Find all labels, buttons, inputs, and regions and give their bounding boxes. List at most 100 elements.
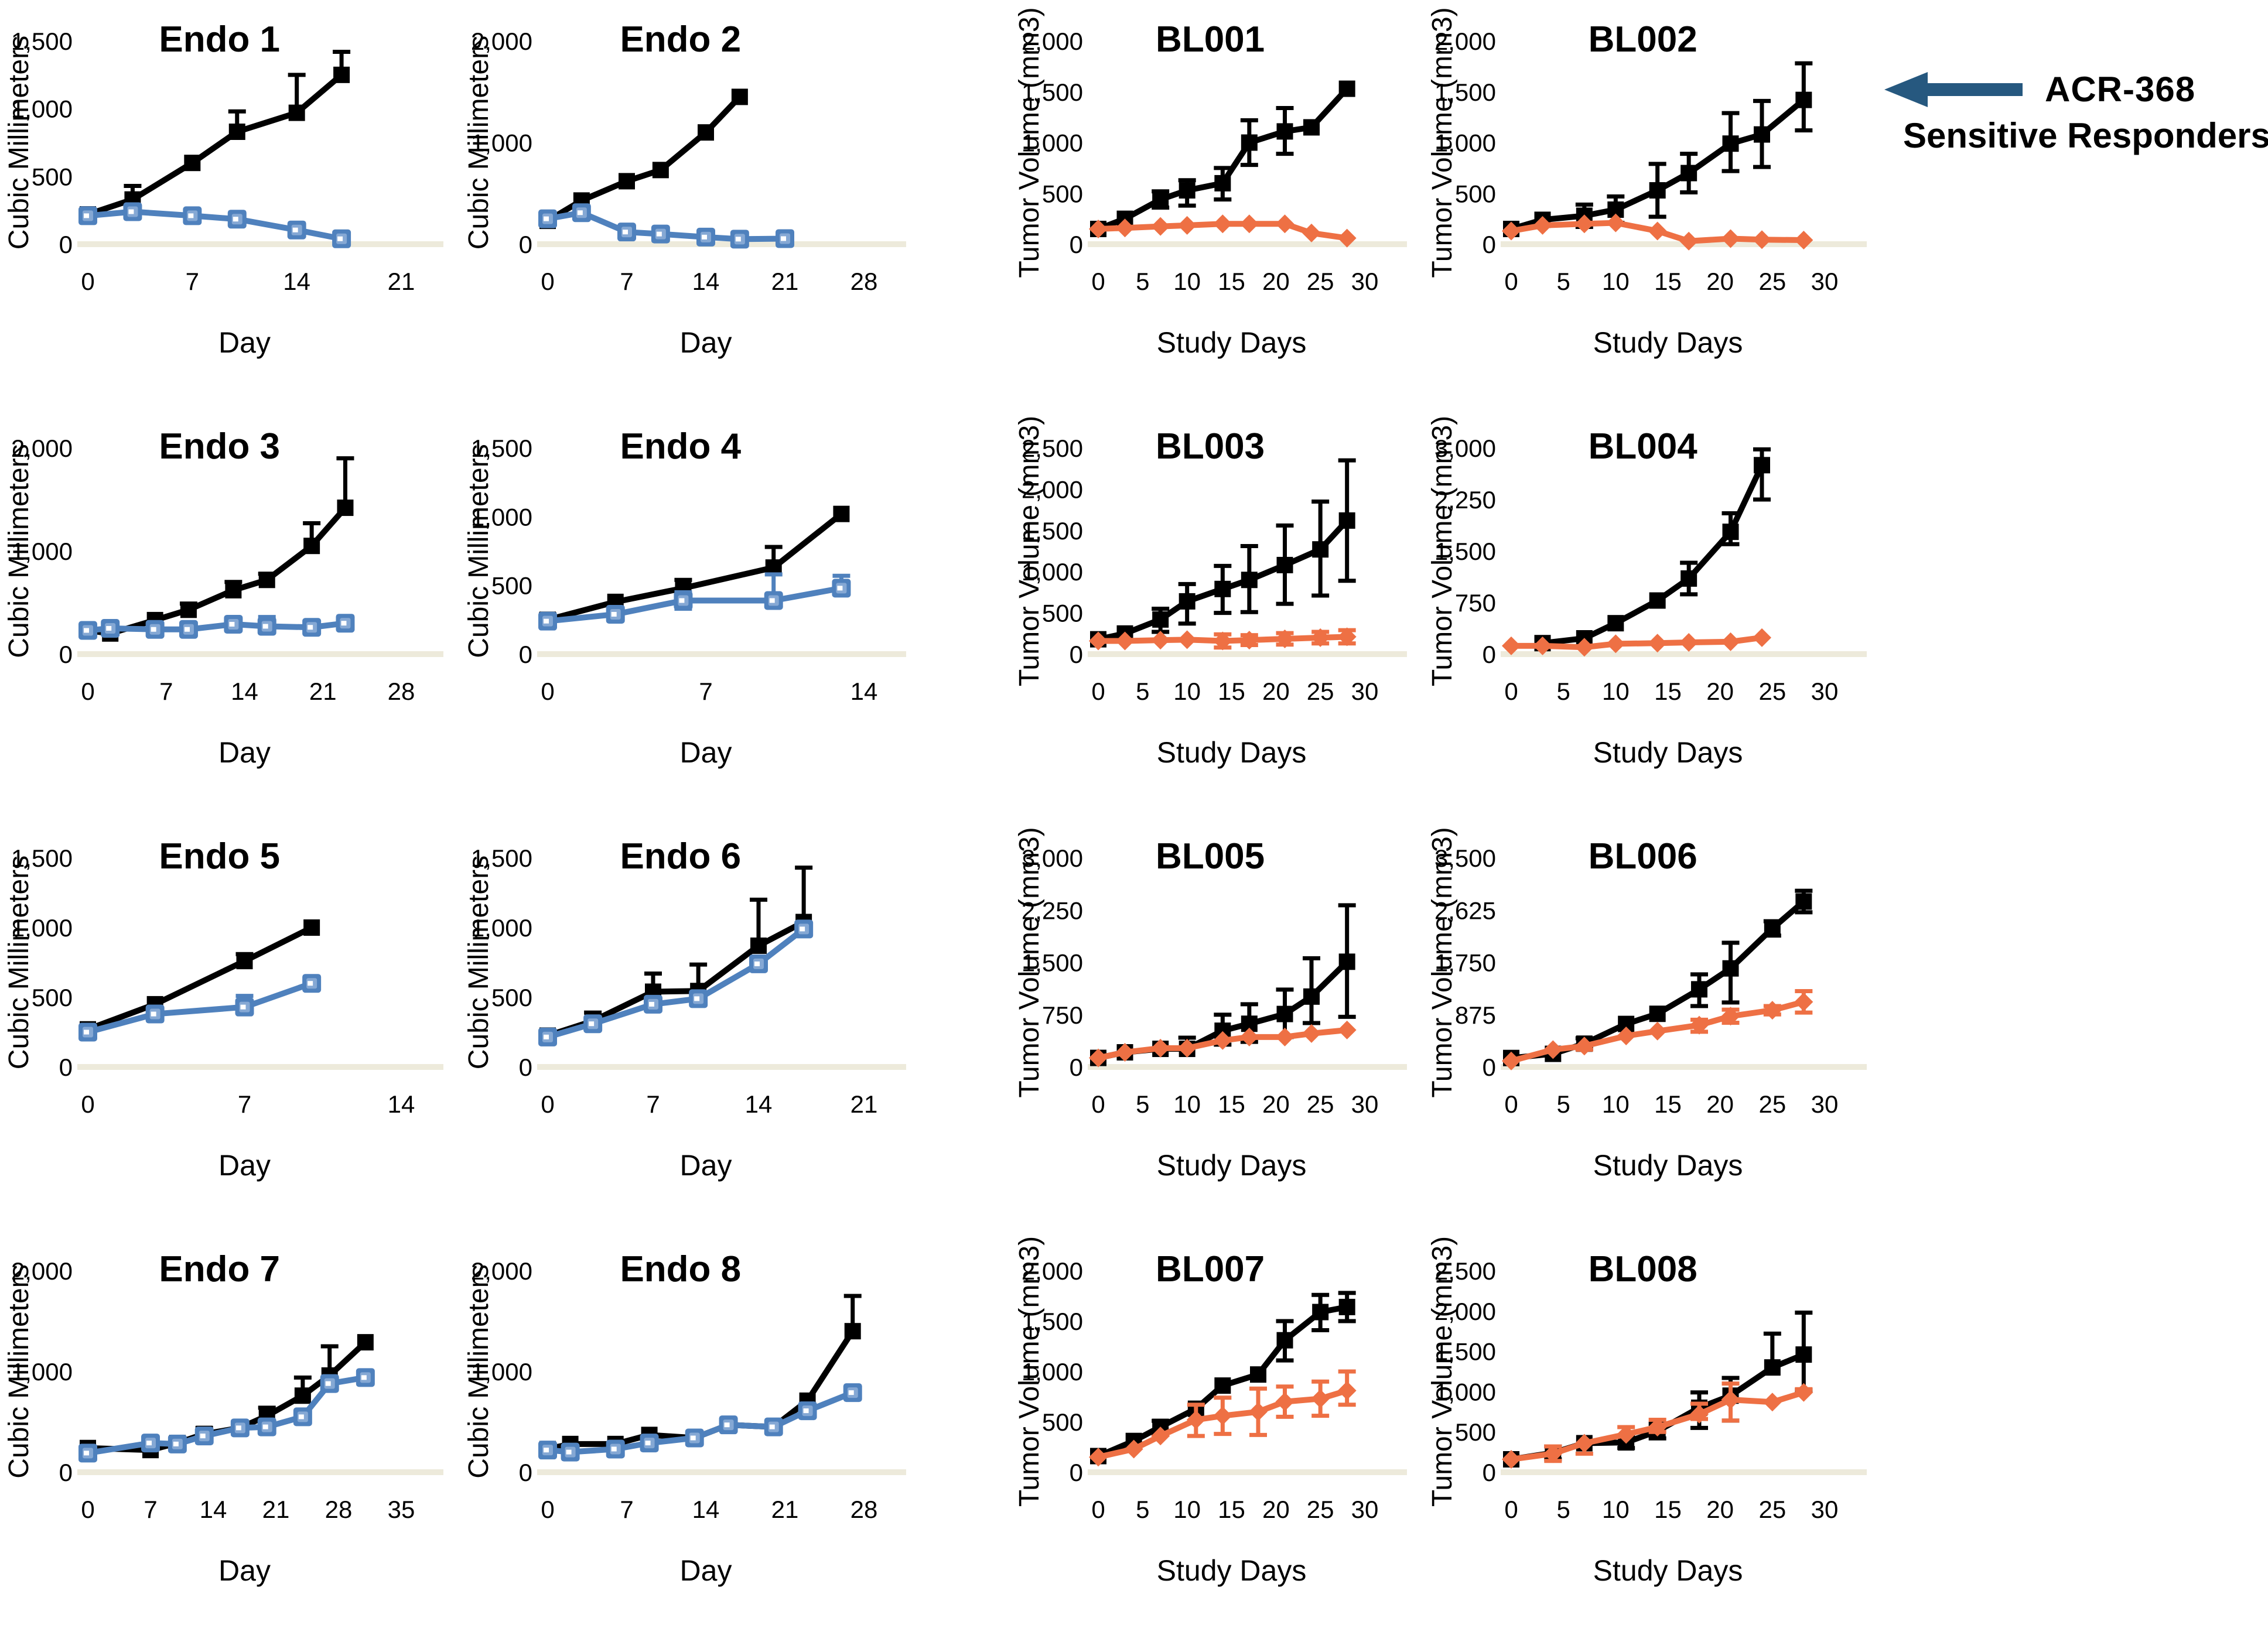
svg-text:Tumor Volume (mm3): Tumor Volume (mm3) xyxy=(1427,827,1458,1097)
chart-canvas-endo-5: 0 500 1,000 1,500 0 7 14 Endo 5 Cubic Millimeter… xyxy=(4,836,443,1182)
svg-text:Tumor Volume (mm3): Tumor Volume (mm3) xyxy=(1014,416,1045,686)
svg-text:1,500: 1,500 xyxy=(1434,1338,1496,1366)
chart-canvas-endo-6: 0 500 1,000 1,500 0 7 14 21 Endo 6 Cubic Millimet… xyxy=(463,836,906,1182)
svg-text:5: 5 xyxy=(1556,268,1570,295)
svg-text:2,250: 2,250 xyxy=(1022,897,1083,924)
svg-text:15: 15 xyxy=(1654,268,1682,295)
chart-bl002: 0 500 1,000 1,500 2,000 0 5 10 15 20 25 30 BL002 Tumo… xyxy=(1423,0,1883,407)
svg-text:28: 28 xyxy=(850,268,878,295)
svg-text:0: 0 xyxy=(1070,641,1083,668)
svg-text:0: 0 xyxy=(81,1090,94,1118)
svg-text:10: 10 xyxy=(1602,1496,1630,1523)
svg-text:14: 14 xyxy=(283,268,310,295)
annotation-title: ACR-368 xyxy=(2045,70,2196,109)
svg-text:2,000: 2,000 xyxy=(11,1257,73,1285)
svg-text:Study Days: Study Days xyxy=(1593,1149,1743,1182)
svg-text:7: 7 xyxy=(620,1496,633,1523)
svg-text:35: 35 xyxy=(388,1496,415,1523)
svg-text:15: 15 xyxy=(1218,1090,1245,1118)
svg-text:0: 0 xyxy=(519,231,532,258)
svg-text:BL003: BL003 xyxy=(1156,426,1265,467)
svg-text:1,500: 1,500 xyxy=(11,28,73,55)
svg-text:0: 0 xyxy=(541,678,554,705)
chart-canvas-endo-1: 0 500 1,000 1,500 0 7 14 21 Endo 1 Cubic Millimet… xyxy=(4,19,443,359)
svg-text:7: 7 xyxy=(238,1090,251,1118)
svg-text:1,000: 1,000 xyxy=(471,503,532,531)
svg-text:Study Days: Study Days xyxy=(1157,736,1307,769)
svg-text:Day: Day xyxy=(680,326,732,359)
svg-text:20: 20 xyxy=(1706,678,1734,705)
svg-text:1,500: 1,500 xyxy=(1022,949,1083,977)
svg-text:15: 15 xyxy=(1654,1090,1682,1118)
svg-text:Endo 1: Endo 1 xyxy=(159,19,280,60)
svg-text:0: 0 xyxy=(1091,678,1105,705)
svg-text:Day: Day xyxy=(218,326,271,359)
chart-canvas-bl004: 0 750 1,500 2,250 3,000 0 5 10 15 20 25 30 BL004 Tumo… xyxy=(1427,416,1867,769)
svg-text:0: 0 xyxy=(1091,1496,1105,1523)
chart-bl007: 0 500 1,000 1,500 2,000 0 5 10 15 20 25 30 BL007 Tumo… xyxy=(1010,1230,1423,1635)
svg-text:30: 30 xyxy=(1351,1090,1379,1118)
svg-text:Cubic Millimeters: Cubic Millimeters xyxy=(4,856,35,1069)
svg-text:14: 14 xyxy=(692,268,720,295)
svg-text:Day: Day xyxy=(218,1554,271,1587)
svg-text:500: 500 xyxy=(32,163,73,190)
chart-bl005: 0 750 1,500 2,250 3,000 0 5 10 15 20 25 30 BL005 Tumo… xyxy=(1010,817,1423,1230)
chart-canvas-endo-7: 0 1,000 2,000 0 7 14 21 28 35 Endo 7 Cubic Millime… xyxy=(4,1249,443,1587)
svg-text:25: 25 xyxy=(1307,1496,1334,1523)
svg-text:BL001: BL001 xyxy=(1156,19,1265,60)
svg-text:0: 0 xyxy=(1483,1053,1496,1081)
svg-text:10: 10 xyxy=(1602,1090,1630,1118)
svg-text:0: 0 xyxy=(1504,268,1518,295)
svg-text:7: 7 xyxy=(186,268,199,295)
svg-text:3,000: 3,000 xyxy=(1434,435,1496,462)
svg-text:Endo 4: Endo 4 xyxy=(620,426,741,467)
svg-text:15: 15 xyxy=(1654,678,1682,705)
svg-text:25: 25 xyxy=(1307,678,1334,705)
svg-text:5: 5 xyxy=(1556,1090,1570,1118)
svg-text:Cubic Millimeters: Cubic Millimeters xyxy=(463,856,494,1069)
svg-text:Cubic Millimeters: Cubic Millimeters xyxy=(4,1264,35,1478)
svg-text:0: 0 xyxy=(519,641,532,668)
svg-text:10: 10 xyxy=(1602,268,1630,295)
svg-text:1,000: 1,000 xyxy=(1434,1378,1496,1405)
svg-text:20: 20 xyxy=(1706,1496,1734,1523)
svg-text:25: 25 xyxy=(1758,678,1786,705)
svg-text:0: 0 xyxy=(519,1053,532,1081)
svg-text:Endo 3: Endo 3 xyxy=(159,426,280,467)
chart-canvas-endo-8: 0 1,000 2,000 0 7 14 21 28 Endo 8 Cubic Millimete… xyxy=(463,1249,906,1587)
svg-text:1,000: 1,000 xyxy=(11,914,73,942)
svg-text:5: 5 xyxy=(1136,1090,1149,1118)
svg-text:Study Days: Study Days xyxy=(1593,736,1743,769)
svg-text:Study Days: Study Days xyxy=(1157,1554,1307,1587)
svg-text:Day: Day xyxy=(680,1554,732,1587)
svg-text:1,000: 1,000 xyxy=(1022,129,1083,157)
svg-text:875: 875 xyxy=(1455,1001,1496,1029)
chart-canvas-bl007: 0 500 1,000 1,500 2,000 0 5 10 15 20 25 30 BL007 Tumo… xyxy=(1014,1236,1407,1587)
svg-text:0: 0 xyxy=(1070,1053,1083,1081)
svg-text:15: 15 xyxy=(1218,678,1245,705)
svg-text:7: 7 xyxy=(144,1496,157,1523)
svg-text:1,500: 1,500 xyxy=(1434,78,1496,106)
svg-text:10: 10 xyxy=(1173,678,1201,705)
svg-text:25: 25 xyxy=(1758,268,1786,295)
svg-text:Study Days: Study Days xyxy=(1157,326,1307,359)
svg-text:14: 14 xyxy=(388,1090,415,1118)
svg-text:Tumor Volume (mm3): Tumor Volume (mm3) xyxy=(1427,7,1458,278)
svg-text:5: 5 xyxy=(1136,268,1149,295)
svg-text:21: 21 xyxy=(262,1496,290,1523)
svg-text:500: 500 xyxy=(1042,600,1083,627)
svg-text:Study Days: Study Days xyxy=(1593,326,1743,359)
svg-text:500: 500 xyxy=(32,984,73,1011)
svg-text:2,000: 2,000 xyxy=(471,28,532,55)
chart-canvas-endo-2: 0 1,000 2,000 0 7 14 21 28 Endo 2 Cubic Millimete… xyxy=(463,19,906,359)
svg-text:20: 20 xyxy=(1262,678,1290,705)
svg-text:21: 21 xyxy=(771,268,799,295)
chart-endo-3: 0 1,000 2,000 0 7 14 21 28 Endo 3 Cubic Millimete… xyxy=(0,407,460,817)
chart-canvas-bl003: 0 500 1,000 1,500 2,000 2,500 0 5 10 15 20 25 30 BL00… xyxy=(1014,416,1407,769)
svg-text:7: 7 xyxy=(699,678,712,705)
chart-bl008: 0 500 1,000 1,500 2,000 2,500 0 5 10 15 20 25 30 BL00… xyxy=(1423,1230,1883,1635)
left-arrow-shape xyxy=(1884,71,2023,107)
svg-text:0: 0 xyxy=(59,1053,73,1081)
svg-text:10: 10 xyxy=(1602,678,1630,705)
